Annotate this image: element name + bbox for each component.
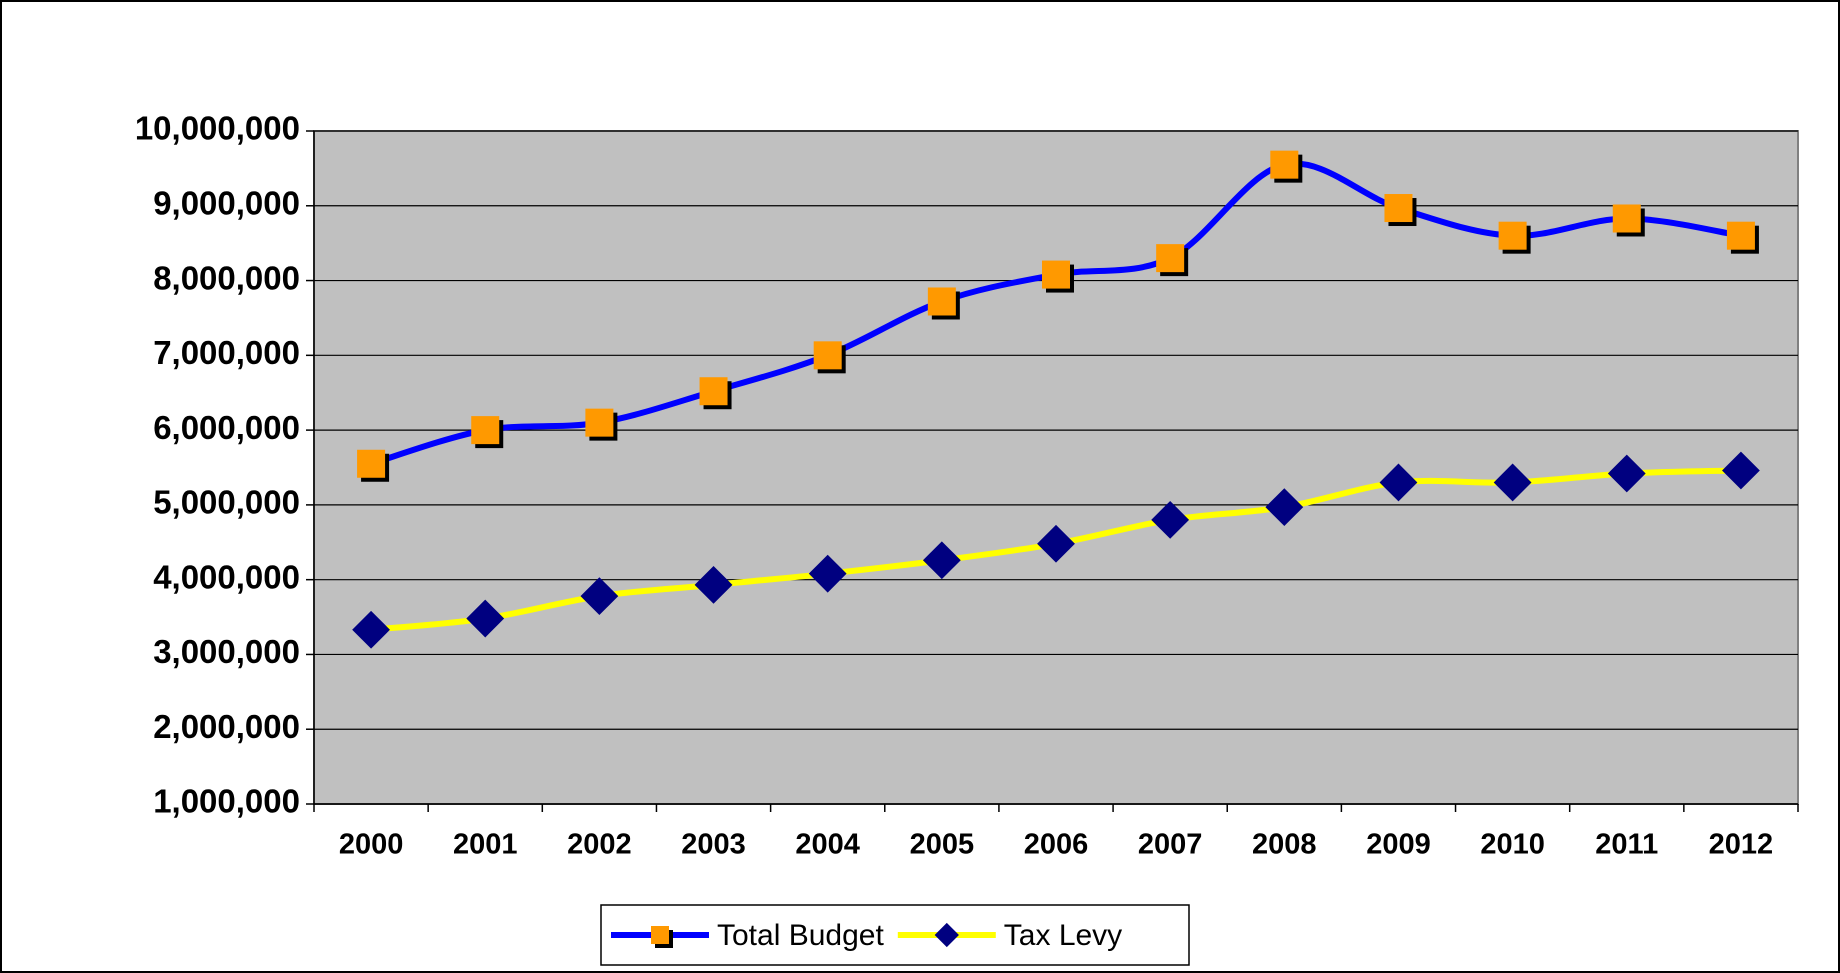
x-tick-label: 2009	[1366, 829, 1431, 861]
data-point	[694, 566, 733, 604]
y-tick-label: 7,000,000	[153, 334, 300, 371]
legend-marker	[934, 922, 959, 948]
x-tick-label: 2011	[1595, 829, 1658, 861]
data-point	[1493, 463, 1532, 502]
x-tick-label: 2003	[681, 829, 746, 861]
data-point	[580, 577, 619, 616]
y-tick-label: 3,000,000	[153, 633, 300, 670]
legend-label: Total Budget	[717, 919, 884, 952]
data-point	[1498, 221, 1527, 250]
x-tick-label: 2004	[795, 829, 860, 861]
data-point	[808, 554, 847, 593]
data-point	[471, 416, 500, 445]
data-point	[1607, 454, 1646, 493]
data-point	[922, 541, 961, 580]
x-tick-label: 2001	[453, 829, 518, 861]
data-point	[1612, 204, 1641, 233]
y-tick-label: 10,000,000	[135, 110, 300, 147]
legend-marker	[651, 926, 669, 944]
x-tick-label: 2006	[1024, 829, 1089, 861]
y-tick-label: 9,000,000	[153, 184, 300, 221]
x-tick-label: 2005	[910, 829, 975, 861]
y-tick-label: 2,000,000	[153, 708, 300, 745]
legend-item: Tax Levy	[897, 919, 1122, 952]
y-tick-label: 1,000,000	[153, 783, 300, 820]
data-point	[352, 610, 390, 649]
data-point	[466, 599, 505, 638]
y-tick-label: 5,000,000	[153, 484, 300, 521]
data-point	[1384, 194, 1413, 223]
data-point	[1151, 500, 1190, 539]
y-tick-label: 4,000,000	[153, 558, 300, 595]
data-point	[1379, 463, 1418, 502]
x-tick-label: 2012	[1709, 829, 1774, 861]
data-point	[1722, 451, 1760, 490]
legend-label: Tax Levy	[1004, 919, 1122, 952]
data-point	[1156, 244, 1185, 273]
data-point	[813, 341, 842, 370]
x-tick-label: 2000	[339, 829, 404, 861]
plot-area	[313, 130, 1799, 805]
x-tick-label: 2002	[567, 829, 632, 861]
data-point	[357, 449, 386, 478]
data-point	[1726, 221, 1755, 250]
data-point	[585, 408, 614, 437]
data-point	[1042, 260, 1070, 289]
data-point	[699, 377, 728, 406]
x-tick-label: 2007	[1138, 829, 1203, 861]
legend-item: Total Budget	[611, 919, 884, 952]
y-tick-label: 8,000,000	[153, 259, 300, 296]
data-point	[1037, 524, 1075, 563]
data-point	[1270, 150, 1299, 179]
data-point	[927, 287, 956, 316]
x-tick-label: 2008	[1252, 829, 1317, 861]
y-tick-label: 6,000,000	[153, 409, 300, 446]
data-point	[1265, 488, 1304, 527]
x-tick-label: 2010	[1480, 829, 1545, 861]
